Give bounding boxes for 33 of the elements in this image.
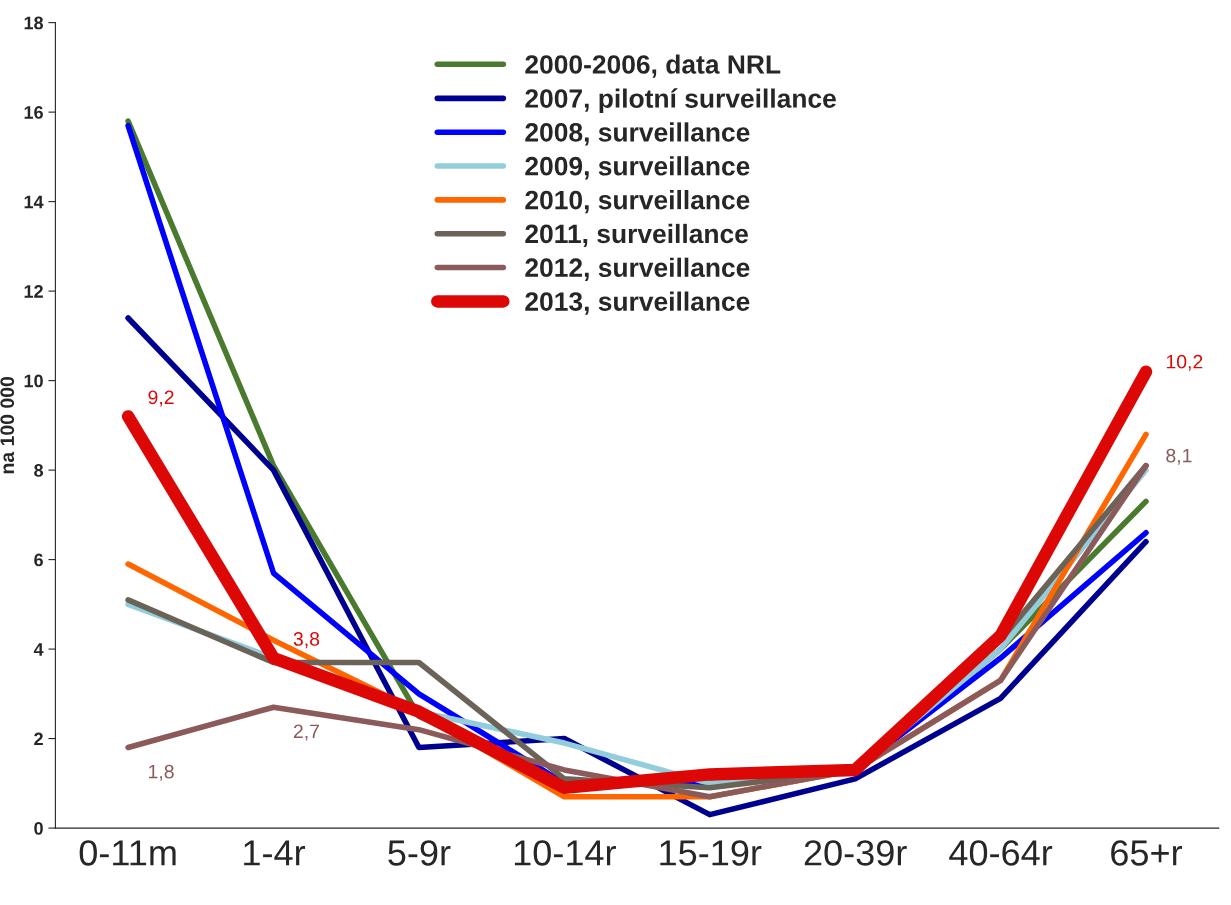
x-tick-label: 65+r bbox=[1111, 840, 1183, 866]
legend-label: 2013, surveillance bbox=[525, 291, 750, 315]
y-tick-label: 10 bbox=[24, 374, 43, 388]
x-tick-label: 5-9r bbox=[388, 840, 451, 866]
y-tick-label: 14 bbox=[24, 195, 44, 209]
legend-label: 2007, pilotní surveillance bbox=[525, 88, 836, 114]
y-axis-title: na 100 000 bbox=[0, 376, 15, 474]
x-tick-label: 10-14r bbox=[514, 840, 616, 866]
y-tick-label: 16 bbox=[24, 106, 43, 119]
x-tick-label: 15-19r bbox=[660, 840, 762, 866]
legend-label: 2000-2006, data NRL bbox=[525, 54, 781, 78]
data-label: 10,2 bbox=[1166, 354, 1203, 371]
y-tick-label: 12 bbox=[24, 285, 43, 298]
legend-label: 2008, surveillance bbox=[525, 122, 750, 146]
legend-label: 2010, surveillance bbox=[525, 190, 750, 214]
x-tick-label: 20-39r bbox=[804, 840, 907, 866]
y-tick-label: 4 bbox=[33, 643, 44, 656]
x-tick-label: 0-11m bbox=[79, 840, 176, 866]
legend-label: 2009, surveillance bbox=[525, 156, 750, 180]
y-tick-label: 0 bbox=[34, 822, 43, 835]
data-label: 1,8 bbox=[149, 764, 174, 781]
data-label: 3,8 bbox=[293, 632, 320, 649]
data-label: 2,7 bbox=[293, 724, 320, 741]
legend-label: 2012, surveillance bbox=[525, 257, 750, 281]
data-label: 8,1 bbox=[1166, 448, 1192, 465]
data-label: 9,2 bbox=[148, 390, 174, 407]
y-tick-label: 2 bbox=[34, 732, 43, 746]
y-tick-label: 8 bbox=[34, 464, 44, 477]
y-tick-label: 18 bbox=[24, 16, 44, 30]
y-tick-label: 6 bbox=[34, 553, 43, 567]
x-tick-label: 40-64r bbox=[949, 840, 1053, 866]
x-tick-label: 1-4r bbox=[244, 840, 306, 866]
legend-label: 2011, surveillance bbox=[525, 223, 748, 248]
